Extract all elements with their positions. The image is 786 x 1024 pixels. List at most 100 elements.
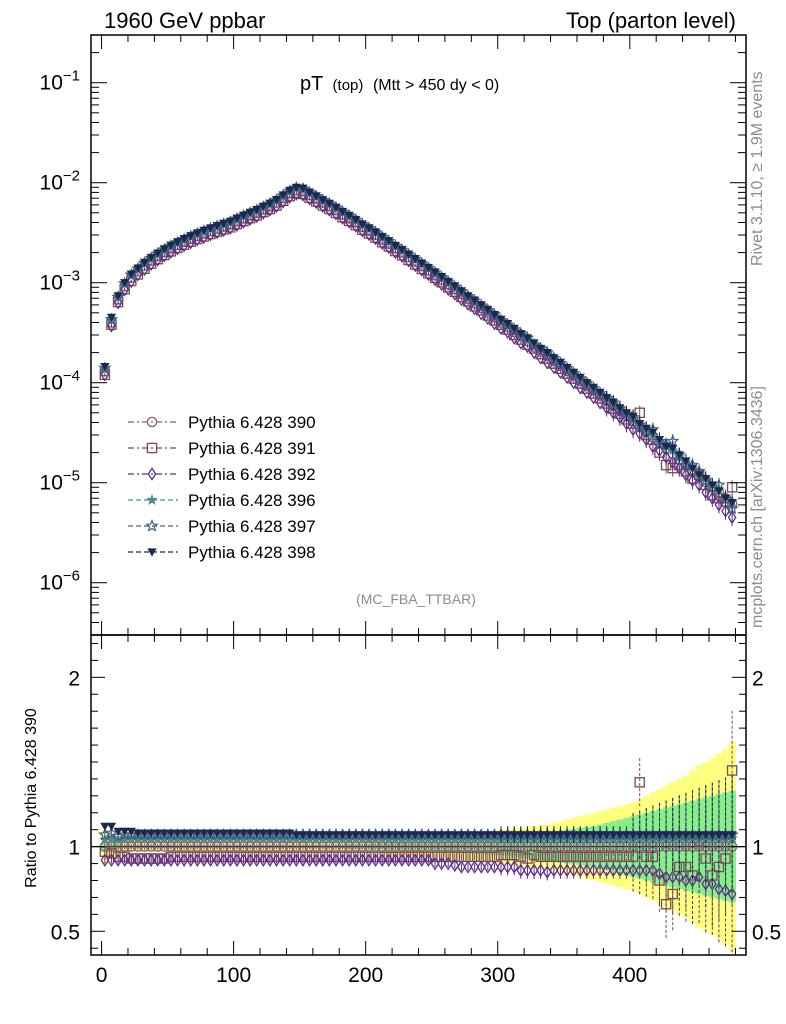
data-point [628, 422, 638, 437]
ratio-point [436, 841, 447, 852]
ratio-point [291, 841, 302, 852]
ratio-point [311, 831, 321, 840]
ratio-series-398 [100, 775, 737, 895]
data-point [100, 362, 110, 372]
data-point [668, 455, 678, 470]
data-point [225, 217, 235, 226]
ratio-point [528, 849, 540, 861]
data-point [120, 279, 130, 288]
ratio-point [726, 765, 738, 776]
ratio-point [429, 841, 441, 852]
data-point [562, 370, 572, 385]
data-point [589, 390, 598, 405]
ratio-point [476, 831, 486, 840]
ratio-point [179, 853, 189, 867]
ratio-point [337, 841, 348, 852]
data-point [476, 306, 486, 321]
data-point [641, 424, 651, 433]
analysis-tag: (MC_FBA_TTBAR) [356, 591, 476, 607]
main-panel: 10−6 10−5 10−4 10−3 10−2 10−1 pT (top) (Mtt >… [40, 34, 747, 636]
legend-label: Pythia 6.428 391 [188, 439, 316, 458]
ratio-point [310, 841, 322, 852]
ratio-point [212, 829, 222, 838]
ratio-point [153, 829, 163, 838]
legend-entry: Pythia 6.428 398 [128, 543, 316, 562]
data-point [219, 219, 229, 228]
ratio-point [337, 831, 348, 840]
legend-entry: Pythia 6.428 397 [128, 517, 316, 536]
data-point [582, 385, 592, 400]
ratio-point [568, 851, 579, 863]
data-point [516, 329, 526, 339]
ratio-point [371, 853, 380, 867]
legend-label: Pythia 6.428 392 [188, 465, 316, 484]
ratio-panel: 0.5 0.5 1 1 2 2 0 100 200 300 400 Ratio to Pythia… [23, 634, 781, 987]
ratio-point [358, 853, 367, 867]
ratio-point [417, 853, 427, 867]
ratio-point [449, 841, 461, 852]
ratio-point [476, 860, 486, 874]
legend-label: Pythia 6.428 397 [188, 517, 316, 536]
data-point [595, 388, 605, 398]
main-x-ticks [101, 35, 736, 635]
ratio-point [178, 841, 190, 852]
ratio-point [707, 877, 717, 891]
ratio-point [192, 841, 203, 852]
ratio-point [516, 831, 526, 840]
legend-marker [146, 416, 158, 428]
ratio-point [681, 831, 691, 840]
ratio-point [364, 853, 374, 867]
data-point [529, 345, 539, 360]
data-point [159, 245, 169, 254]
ratio-point [344, 853, 354, 867]
ratio-point [324, 853, 334, 867]
legend-marker [147, 467, 157, 481]
data-point [595, 395, 605, 410]
ratio-point [522, 831, 533, 840]
ratio-point [410, 831, 420, 840]
data-point [575, 380, 585, 395]
ratio-point [561, 851, 573, 863]
data-point [364, 224, 374, 233]
ratio-point [133, 829, 143, 838]
ratio-point [396, 841, 408, 852]
data-point [403, 250, 414, 259]
data-point [139, 258, 150, 267]
data-point [146, 253, 156, 263]
data-point [628, 412, 638, 422]
ratio-point [245, 853, 255, 867]
ratio-point [166, 853, 176, 867]
ratio-point [602, 831, 612, 840]
ratio-point [239, 853, 248, 867]
data-point [133, 264, 143, 273]
data-point [621, 409, 632, 418]
ratio-point [192, 853, 202, 867]
data-point [437, 273, 447, 282]
y-tick-label: 10−4 [40, 368, 80, 395]
ratio-point [555, 851, 566, 863]
ratio-point [417, 831, 427, 840]
ratio-point [172, 841, 183, 852]
ratio-point [456, 841, 467, 852]
data-point [199, 226, 209, 235]
ratio-point [100, 853, 110, 867]
ratio-point [186, 829, 196, 838]
data-point [331, 203, 341, 212]
ratio-point [245, 829, 255, 838]
ratio-point [350, 841, 362, 852]
data-point [654, 435, 665, 445]
ratio-point [614, 851, 626, 863]
y-tick-label: 10−3 [40, 268, 80, 295]
data-point [192, 229, 202, 238]
ratio-y-axis: 0.5 0.5 1 1 2 2 [51, 642, 781, 949]
ratio-point [594, 851, 606, 863]
ratio-point [575, 831, 585, 840]
data-point [351, 215, 361, 225]
data-point [575, 373, 585, 383]
data-point [655, 443, 664, 458]
data-point [443, 277, 453, 287]
header-right: Top (parton level) [566, 8, 736, 33]
ratio-point [159, 853, 169, 867]
ratio-point [608, 851, 619, 863]
ratio-point [509, 860, 519, 874]
